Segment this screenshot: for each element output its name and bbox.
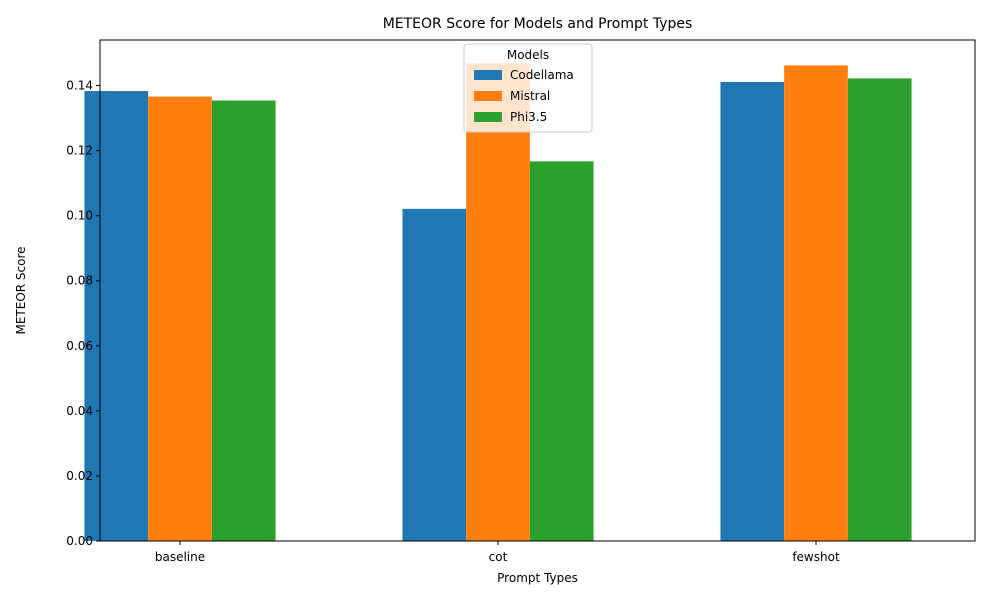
bar-codellama-baseline xyxy=(84,91,149,541)
legend-swatch-codellama xyxy=(474,70,502,80)
legend-title: Models xyxy=(507,48,549,62)
legend-box xyxy=(463,43,593,133)
x-axis: baseline cot fewshot xyxy=(155,541,840,564)
y-tick-label: 0.06 xyxy=(66,339,93,353)
x-tick-label-fewshot: fewshot xyxy=(792,550,840,564)
bar-mistral-baseline xyxy=(148,96,212,541)
y-tick-label: 0.12 xyxy=(66,144,93,158)
bar-phi35-cot xyxy=(529,161,594,541)
legend-swatch-mistral xyxy=(474,91,502,101)
y-tick-label: 0.08 xyxy=(66,274,93,288)
bar-mistral-fewshot xyxy=(784,65,848,541)
bars-group xyxy=(84,63,912,542)
y-tick-label: 0.10 xyxy=(66,209,93,223)
bar-phi35-baseline xyxy=(211,100,276,542)
y-tick-label: 0.04 xyxy=(66,404,93,418)
x-tick-label-cot: cot xyxy=(489,550,508,564)
legend-items: Codellama Mistral Phi3.5 xyxy=(474,68,574,124)
plot-frame xyxy=(99,39,976,542)
y-axis-label: METEOR Score xyxy=(14,246,28,334)
legend-swatch-phi35 xyxy=(474,112,502,122)
bar-codellama-cot xyxy=(402,208,467,541)
bar-codellama-fewshot xyxy=(720,81,785,541)
legend: Models Codellama Mistral Phi3.5 xyxy=(463,43,593,133)
bar-mistral-cot xyxy=(466,63,530,542)
y-tick-label: 0.00 xyxy=(66,534,93,548)
bar-phi35-fewshot xyxy=(847,78,912,542)
chart-title: METEOR Score for Models and Prompt Types xyxy=(383,16,693,32)
y-tick-label: 0.02 xyxy=(66,469,93,483)
x-axis-label: Prompt Types xyxy=(497,571,578,585)
legend-label-codellama: Codellama xyxy=(510,68,574,82)
y-tick-label: 0.14 xyxy=(66,79,93,93)
x-tick-label-baseline: baseline xyxy=(155,550,205,564)
y-axis: 0.00 0.02 0.04 0.06 0.08 0.10 0.12 0.14 xyxy=(66,79,100,548)
legend-label-phi35: Phi3.5 xyxy=(510,110,547,124)
legend-label-mistral: Mistral xyxy=(510,89,550,103)
